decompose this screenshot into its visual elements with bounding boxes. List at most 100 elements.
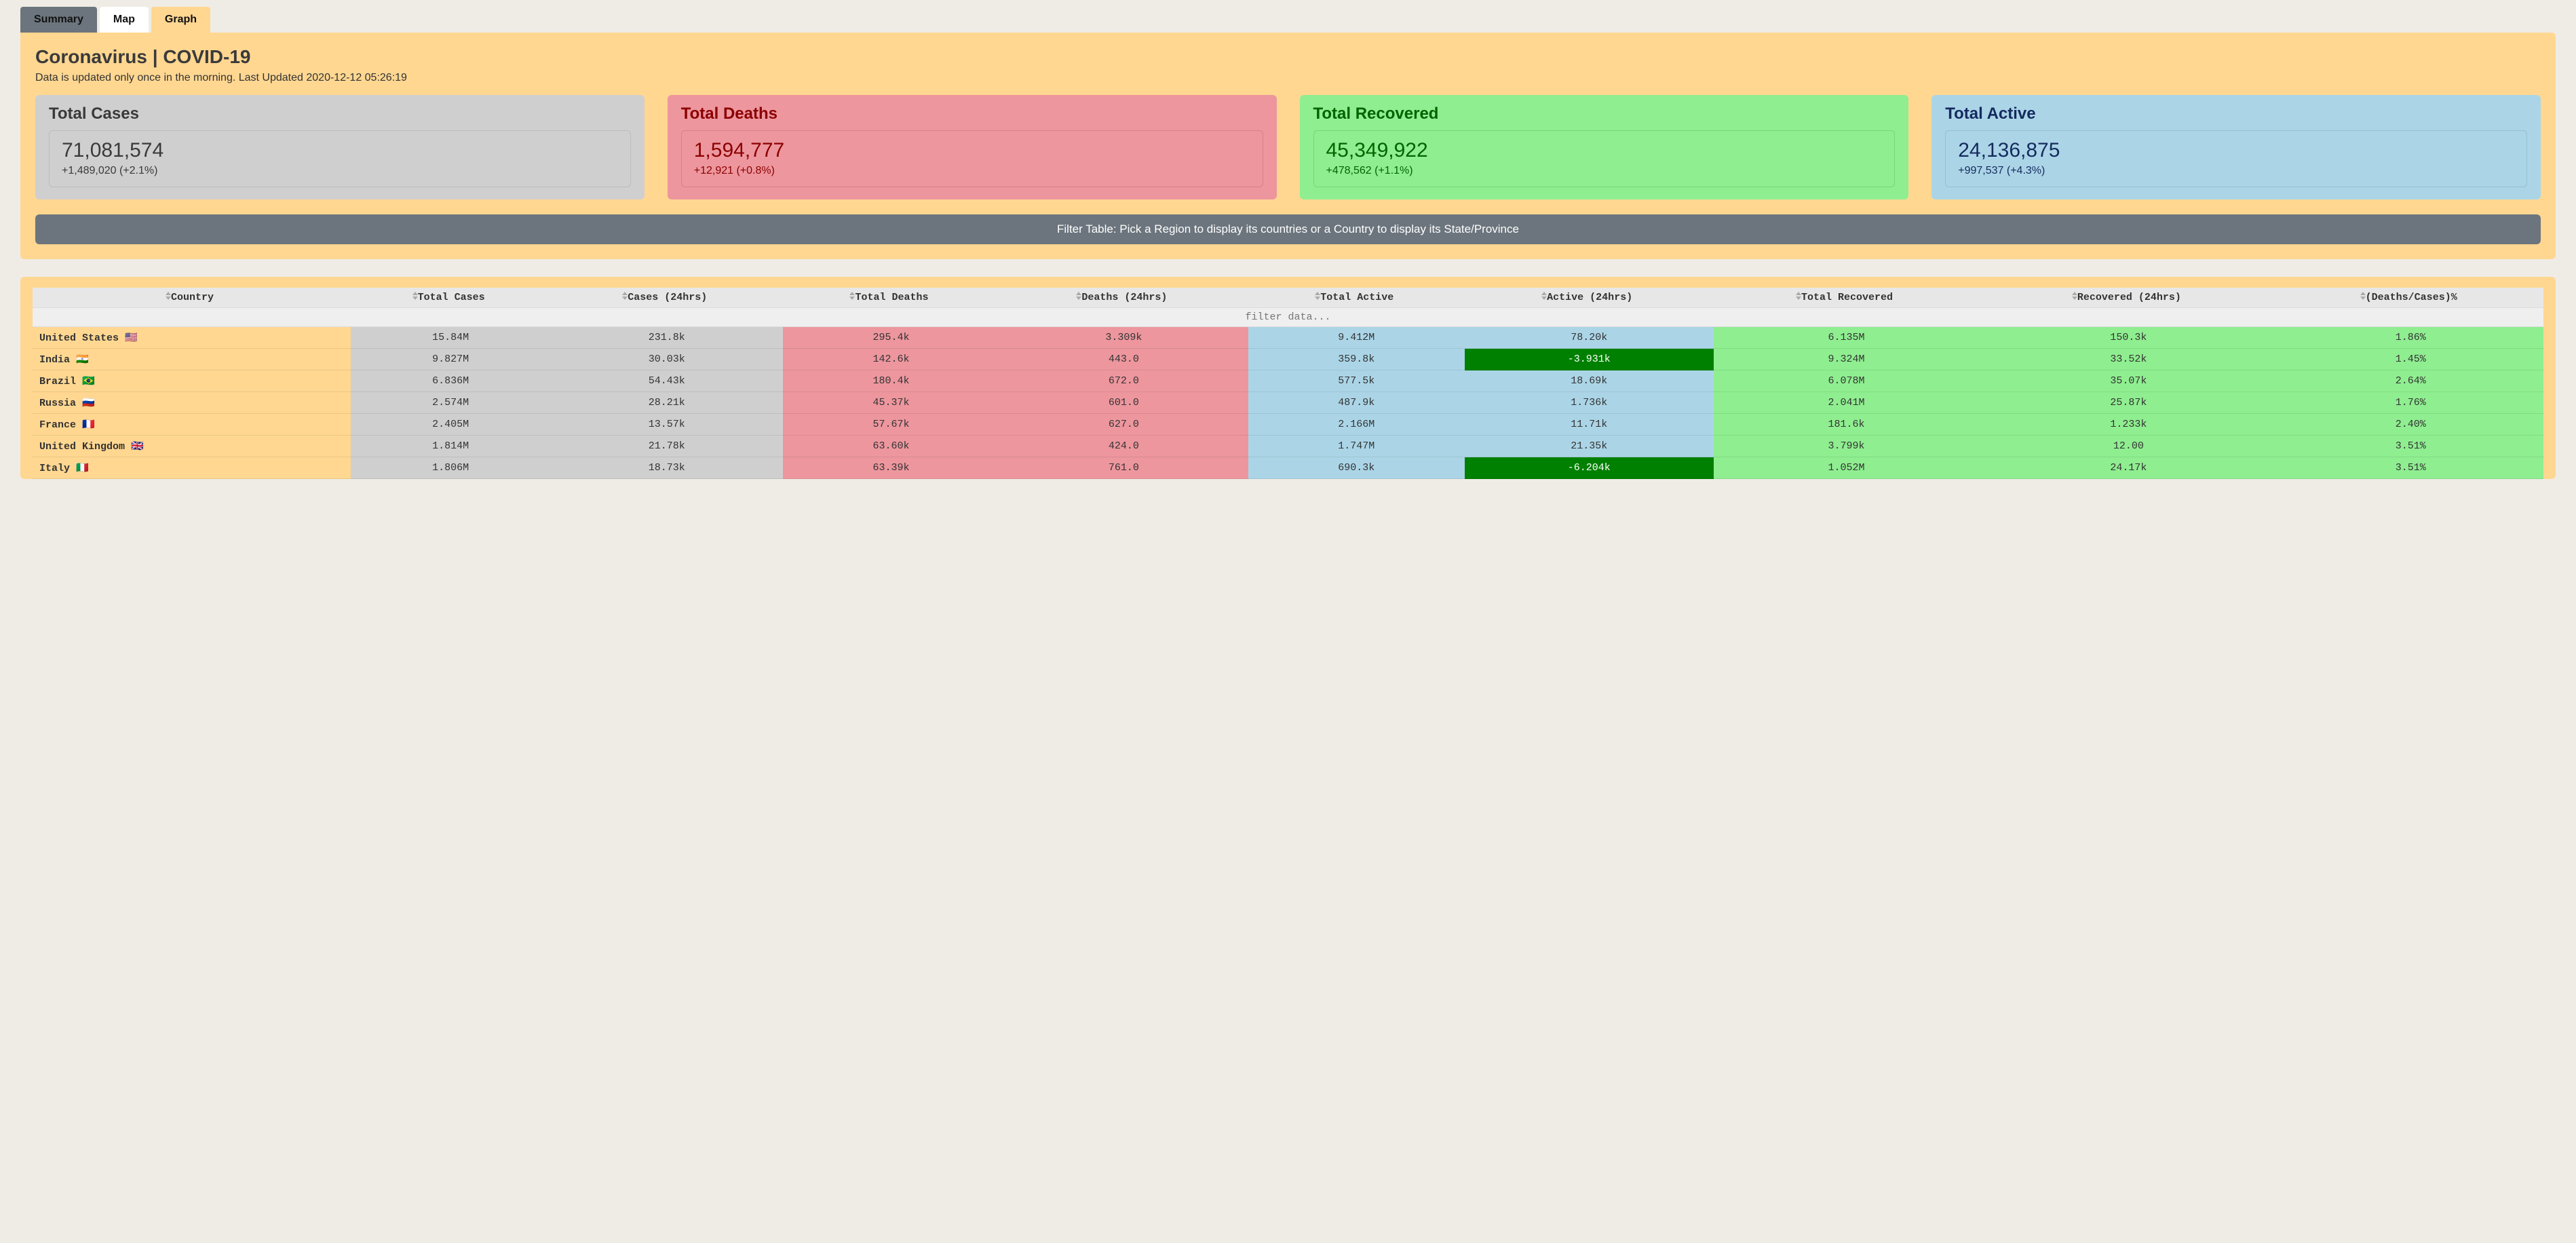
table-cell: 627.0 [999, 414, 1248, 436]
card-label: Total Deaths [681, 104, 1263, 123]
table-cell: 1.814M [351, 436, 550, 457]
table-filter-input[interactable] [33, 307, 2543, 327]
table-cell: 18.69k [1465, 370, 1714, 392]
table-cell: 21.78k [550, 436, 783, 457]
card-label: Total Cases [49, 104, 631, 123]
table-cell: 672.0 [999, 370, 1248, 392]
table-cell: 231.8k [550, 327, 783, 349]
table-panel: CountryTotal CasesCases (24hrs)Total Dea… [20, 277, 2556, 479]
table-cell: 21.35k [1465, 436, 1714, 457]
country-cell[interactable]: Russia 🇷🇺 [33, 392, 351, 414]
tabs: Summary Map Graph [20, 7, 2556, 33]
country-cell[interactable]: Brazil 🇧🇷 [33, 370, 351, 392]
table-cell: 359.8k [1248, 349, 1465, 370]
card-total-deaths: Total Deaths 1,594,777 +12,921 (+0.8%) [668, 95, 1277, 199]
data-table: CountryTotal CasesCases (24hrs)Total Dea… [33, 288, 2543, 479]
country-cell[interactable]: United Kingdom 🇬🇧 [33, 436, 351, 457]
filter-bar[interactable]: Filter Table: Pick a Region to display i… [35, 214, 2541, 244]
table-cell: 181.6k [1714, 414, 1980, 436]
table-cell: 24.17k [1979, 457, 2277, 479]
table-cell: 601.0 [999, 392, 1248, 414]
column-header[interactable]: Recovered (24hrs) [1979, 288, 2277, 307]
card-value: 45,349,922 [1326, 139, 1883, 162]
card-inner: 71,081,574 +1,489,020 (+2.1%) [49, 130, 631, 187]
card-label: Total Active [1945, 104, 2527, 123]
table-cell: 12.00 [1979, 436, 2277, 457]
flag-icon: 🇬🇧 [131, 440, 144, 452]
stat-cards: Total Cases 71,081,574 +1,489,020 (+2.1%… [35, 95, 2541, 199]
card-total-recovered: Total Recovered 45,349,922 +478,562 (+1.… [1300, 95, 1909, 199]
table-cell: 78.20k [1465, 327, 1714, 349]
table-header-row: CountryTotal CasesCases (24hrs)Total Dea… [33, 288, 2543, 307]
table-row[interactable]: Brazil 🇧🇷6.836M54.43k180.4k672.0577.5k18… [33, 370, 2543, 392]
summary-panel: Coronavirus | COVID-19 Data is updated o… [20, 33, 2556, 259]
table-cell: 2.166M [1248, 414, 1465, 436]
table-row[interactable]: Italy 🇮🇹1.806M18.73k63.39k761.0690.3k-6.… [33, 457, 2543, 479]
page-title: Coronavirus | COVID-19 [35, 46, 2541, 68]
tab-summary[interactable]: Summary [20, 7, 97, 33]
table-cell: 13.57k [550, 414, 783, 436]
table-cell: 63.39k [783, 457, 999, 479]
tab-graph[interactable]: Graph [151, 7, 210, 33]
table-cell: 1.45% [2277, 349, 2543, 370]
table-cell: 1.86% [2277, 327, 2543, 349]
table-cell: 577.5k [1248, 370, 1465, 392]
table-cell: 1.76% [2277, 392, 2543, 414]
column-header[interactable]: Active (24hrs) [1465, 288, 1714, 307]
subtitle: Data is updated only once in the morning… [35, 72, 2541, 84]
table-cell: 1.233k [1979, 414, 2277, 436]
table-cell: 690.3k [1248, 457, 1465, 479]
table-row[interactable]: Russia 🇷🇺2.574M28.21k45.37k601.0487.9k1.… [33, 392, 2543, 414]
table-cell: 11.71k [1465, 414, 1714, 436]
column-header[interactable]: Total Recovered [1714, 288, 1980, 307]
card-delta: +997,537 (+4.3%) [1958, 165, 2514, 177]
flag-icon: 🇮🇳 [76, 353, 89, 365]
table-cell: 18.73k [550, 457, 783, 479]
table-cell: 2.574M [351, 392, 550, 414]
column-header[interactable]: Total Deaths [783, 288, 999, 307]
tab-map[interactable]: Map [100, 7, 149, 33]
table-cell: 2.041M [1714, 392, 1980, 414]
country-cell[interactable]: India 🇮🇳 [33, 349, 351, 370]
table-cell: -3.931k [1465, 349, 1714, 370]
table-cell: 150.3k [1979, 327, 2277, 349]
card-value: 1,594,777 [694, 139, 1250, 162]
table-cell: 487.9k [1248, 392, 1465, 414]
table-cell: 3.309k [999, 327, 1248, 349]
table-cell: 57.67k [783, 414, 999, 436]
column-header[interactable]: (Deaths/Cases)% [2277, 288, 2543, 307]
table-cell: 1.736k [1465, 392, 1714, 414]
table-cell: 30.03k [550, 349, 783, 370]
table-row[interactable]: India 🇮🇳9.827M30.03k142.6k443.0359.8k-3.… [33, 349, 2543, 370]
table-cell: 45.37k [783, 392, 999, 414]
table-cell: -6.204k [1465, 457, 1714, 479]
table-cell: 25.87k [1979, 392, 2277, 414]
table-cell: 142.6k [783, 349, 999, 370]
card-inner: 1,594,777 +12,921 (+0.8%) [681, 130, 1263, 187]
table-cell: 3.799k [1714, 436, 1980, 457]
column-header[interactable]: Cases (24hrs) [550, 288, 783, 307]
country-cell[interactable]: United States 🇺🇸 [33, 327, 351, 349]
table-cell: 63.60k [783, 436, 999, 457]
card-label: Total Recovered [1313, 104, 1896, 123]
table-cell: 2.64% [2277, 370, 2543, 392]
country-cell[interactable]: Italy 🇮🇹 [33, 457, 351, 479]
table-filter-row [33, 307, 2543, 327]
column-header[interactable]: Total Active [1248, 288, 1465, 307]
table-row[interactable]: France 🇫🇷2.405M13.57k57.67k627.02.166M11… [33, 414, 2543, 436]
table-cell: 9.324M [1714, 349, 1980, 370]
column-header[interactable]: Country [33, 288, 351, 307]
table-cell: 1.747M [1248, 436, 1465, 457]
card-total-active: Total Active 24,136,875 +997,537 (+4.3%) [1931, 95, 2541, 199]
table-row[interactable]: United Kingdom 🇬🇧1.814M21.78k63.60k424.0… [33, 436, 2543, 457]
flag-icon: 🇺🇸 [125, 331, 138, 343]
flag-icon: 🇫🇷 [82, 418, 95, 430]
column-header[interactable]: Deaths (24hrs) [999, 288, 1248, 307]
country-cell[interactable]: France 🇫🇷 [33, 414, 351, 436]
table-cell: 761.0 [999, 457, 1248, 479]
table-cell: 424.0 [999, 436, 1248, 457]
flag-icon: 🇧🇷 [82, 375, 95, 387]
column-header[interactable]: Total Cases [351, 288, 550, 307]
table-cell: 33.52k [1979, 349, 2277, 370]
table-row[interactable]: United States 🇺🇸15.84M231.8k295.4k3.309k… [33, 327, 2543, 349]
